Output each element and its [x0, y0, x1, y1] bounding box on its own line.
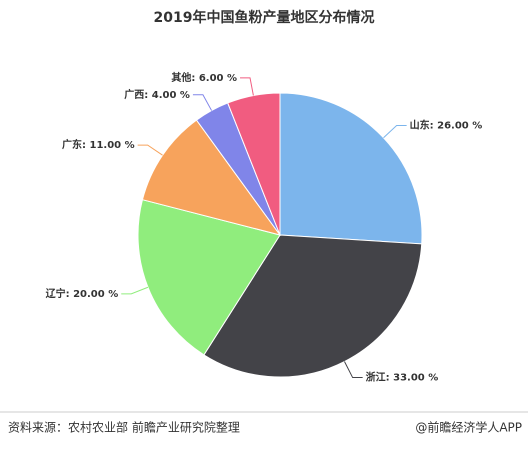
brand: @前瞻经济学人APP	[415, 420, 522, 435]
leader-line	[344, 361, 363, 379]
leader-line	[137, 144, 163, 156]
source: 资料来源：农村农业部 前瞻产业研究院整理	[8, 420, 240, 435]
pie-slice	[141, 119, 282, 236]
data-label: 广西: 4.00 %	[124, 88, 190, 101]
pie-slice	[279, 92, 423, 245]
leader-line	[240, 77, 254, 96]
leader-line	[121, 286, 149, 295]
chart-title: 2019年中国鱼粉产量地区分布情况	[154, 9, 375, 26]
data-label: 广东: 11.00 %	[62, 138, 135, 151]
data-label: 辽宁: 20.00 %	[46, 287, 119, 300]
leader-line	[192, 94, 213, 111]
pie-slice	[227, 92, 281, 236]
leader-line	[383, 124, 407, 139]
data-label: 山东: 26.00 %	[410, 118, 483, 131]
data-label: 浙江: 33.00 %	[366, 371, 439, 384]
data-label: 其他: 6.00 %	[171, 71, 237, 84]
